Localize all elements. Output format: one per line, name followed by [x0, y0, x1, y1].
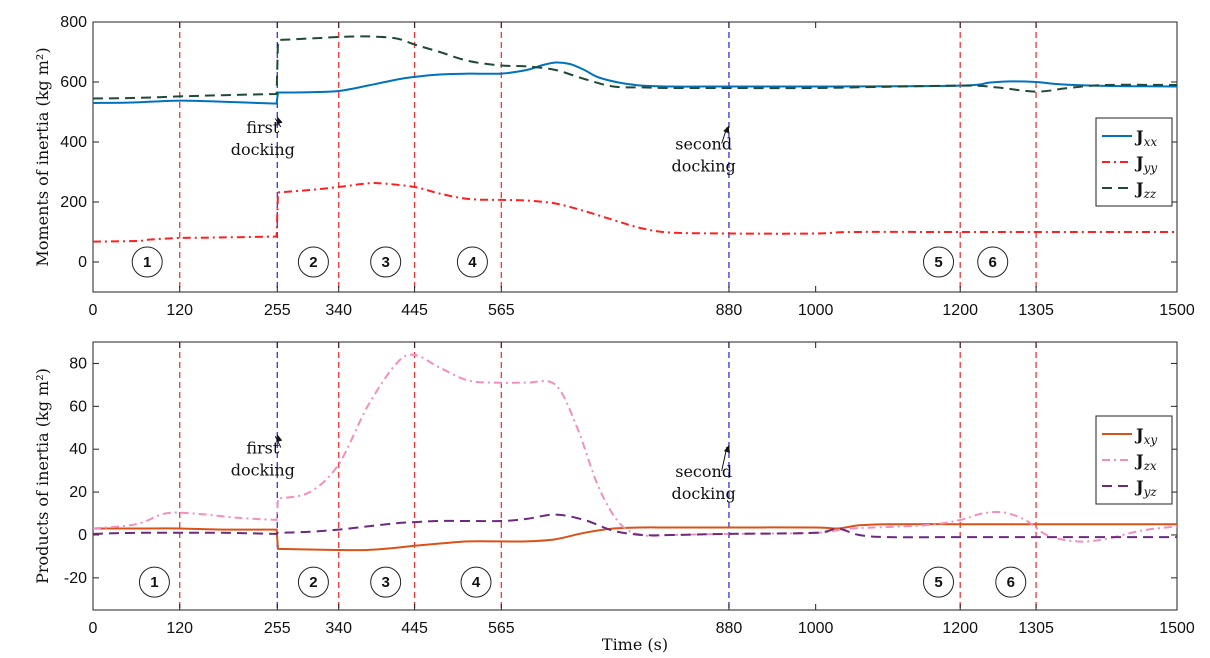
docking-annotation: first docking	[231, 438, 295, 479]
y-tick-label: 200	[60, 194, 87, 211]
x-tick-label: 1500	[1159, 620, 1195, 637]
y-tick-label: 60	[69, 398, 87, 415]
x-tick-label: 1200	[942, 302, 978, 319]
annotation-arrowhead	[723, 444, 730, 453]
phase-marker-label: 2	[309, 254, 317, 271]
x-tick-label: 1305	[1018, 302, 1054, 319]
x-axis-label: Time (s)	[602, 635, 668, 654]
phase-marker-label: 4	[468, 254, 477, 271]
series-line-Jxy	[93, 523, 1177, 552]
phase-marker-label: 5	[934, 574, 942, 591]
phase-marker	[138, 566, 170, 598]
phase-marker-label: 6	[1007, 574, 1015, 591]
phase-marker	[977, 246, 1009, 278]
legend: Jxx Jyy Jzz	[1095, 117, 1173, 207]
chart-panel-1: 0 120 255 340 445 565 880 1000 1200 1305 1500 0 200 4…	[33, 14, 1195, 319]
annotation-arrowhead	[276, 116, 283, 125]
phase-marker	[456, 246, 488, 278]
y-tick-label: 0	[78, 527, 87, 544]
phase-marker	[297, 566, 329, 598]
x-tick-label: 880	[716, 302, 743, 319]
phase-marker-label: 5	[934, 254, 942, 271]
series-line-Jzz	[93, 35, 1177, 100]
annotation-arrowhead	[276, 434, 283, 443]
x-tick-label: 1000	[798, 302, 834, 319]
docking-annotation: first docking	[231, 118, 295, 159]
y-axis-label: Products of inertia (kg m²)	[33, 368, 52, 584]
annotation-arrow	[274, 435, 282, 448]
x-tick-label: 445	[401, 302, 428, 319]
annotation-arrowhead	[723, 125, 730, 134]
legend-label: Jyy	[1134, 153, 1157, 175]
x-tick-label: 565	[488, 620, 515, 637]
phase-marker	[923, 566, 955, 598]
docking-annotation: second docking	[672, 462, 736, 503]
phase-marker	[370, 246, 402, 278]
phase-marker-label: 3	[382, 574, 390, 591]
phase-marker	[370, 566, 402, 598]
legend-label: Jyz	[1134, 477, 1157, 499]
legend-label: Jzz	[1134, 179, 1157, 201]
x-tick-label: 340	[325, 620, 352, 637]
series-line-Jzx	[93, 353, 1177, 543]
x-tick-label: 1305	[1018, 620, 1054, 637]
docking-annotation: second docking	[672, 135, 736, 176]
legend-label: Jzx	[1134, 451, 1157, 473]
x-tick-label: 880	[716, 620, 743, 637]
y-tick-label: 80	[69, 355, 87, 372]
phase-marker	[460, 566, 492, 598]
x-tick-label: 120	[166, 302, 193, 319]
x-tick-label: 255	[264, 620, 291, 637]
x-tick-label: 0	[89, 620, 98, 637]
phase-marker-label: 6	[989, 254, 997, 271]
series-line-Jyy	[93, 181, 1177, 243]
series-line-Jxx	[93, 61, 1177, 105]
y-tick-label: -20	[64, 570, 87, 587]
y-tick-label: 40	[69, 441, 87, 458]
y-axis-label: Moments of inertia (kg m²)	[33, 47, 52, 266]
legend: Jxy Jzx Jyz	[1095, 415, 1173, 505]
y-tick-label: 400	[60, 134, 87, 151]
x-tick-label: 1200	[942, 620, 978, 637]
x-tick-label: 445	[401, 620, 428, 637]
x-tick-label: 255	[264, 302, 291, 319]
x-tick-label: 1500	[1159, 302, 1195, 319]
x-tick-label: 1000	[798, 620, 834, 637]
phase-marker-label: 1	[143, 254, 151, 271]
phase-marker	[923, 246, 955, 278]
x-tick-label: 340	[325, 302, 352, 319]
phase-marker-label: 3	[382, 254, 390, 271]
chart-panel-2: 0 120 255 340 445 565 880 1000 1200 1305 1500-2002…	[33, 341, 1195, 654]
x-tick-label: 120	[166, 620, 193, 637]
y-tick-label: 0	[78, 254, 87, 271]
y-tick-label: 600	[60, 74, 87, 91]
series-line-Jyz	[93, 513, 1177, 539]
phase-marker-label: 1	[150, 574, 158, 591]
phase-marker	[297, 246, 329, 278]
legend-label: Jxx	[1134, 127, 1157, 149]
legend-label: Jxy	[1134, 425, 1157, 447]
phase-marker-label: 2	[309, 574, 317, 591]
phase-marker	[131, 246, 163, 278]
x-tick-label: 0	[89, 302, 98, 319]
axes-frame	[92, 341, 1178, 611]
y-tick-label: 20	[69, 484, 87, 501]
phase-marker-label: 4	[472, 574, 481, 591]
y-tick-label: 800	[60, 14, 87, 31]
axes-frame	[92, 21, 1178, 293]
x-tick-label: 565	[488, 302, 515, 319]
phase-marker	[995, 566, 1027, 598]
